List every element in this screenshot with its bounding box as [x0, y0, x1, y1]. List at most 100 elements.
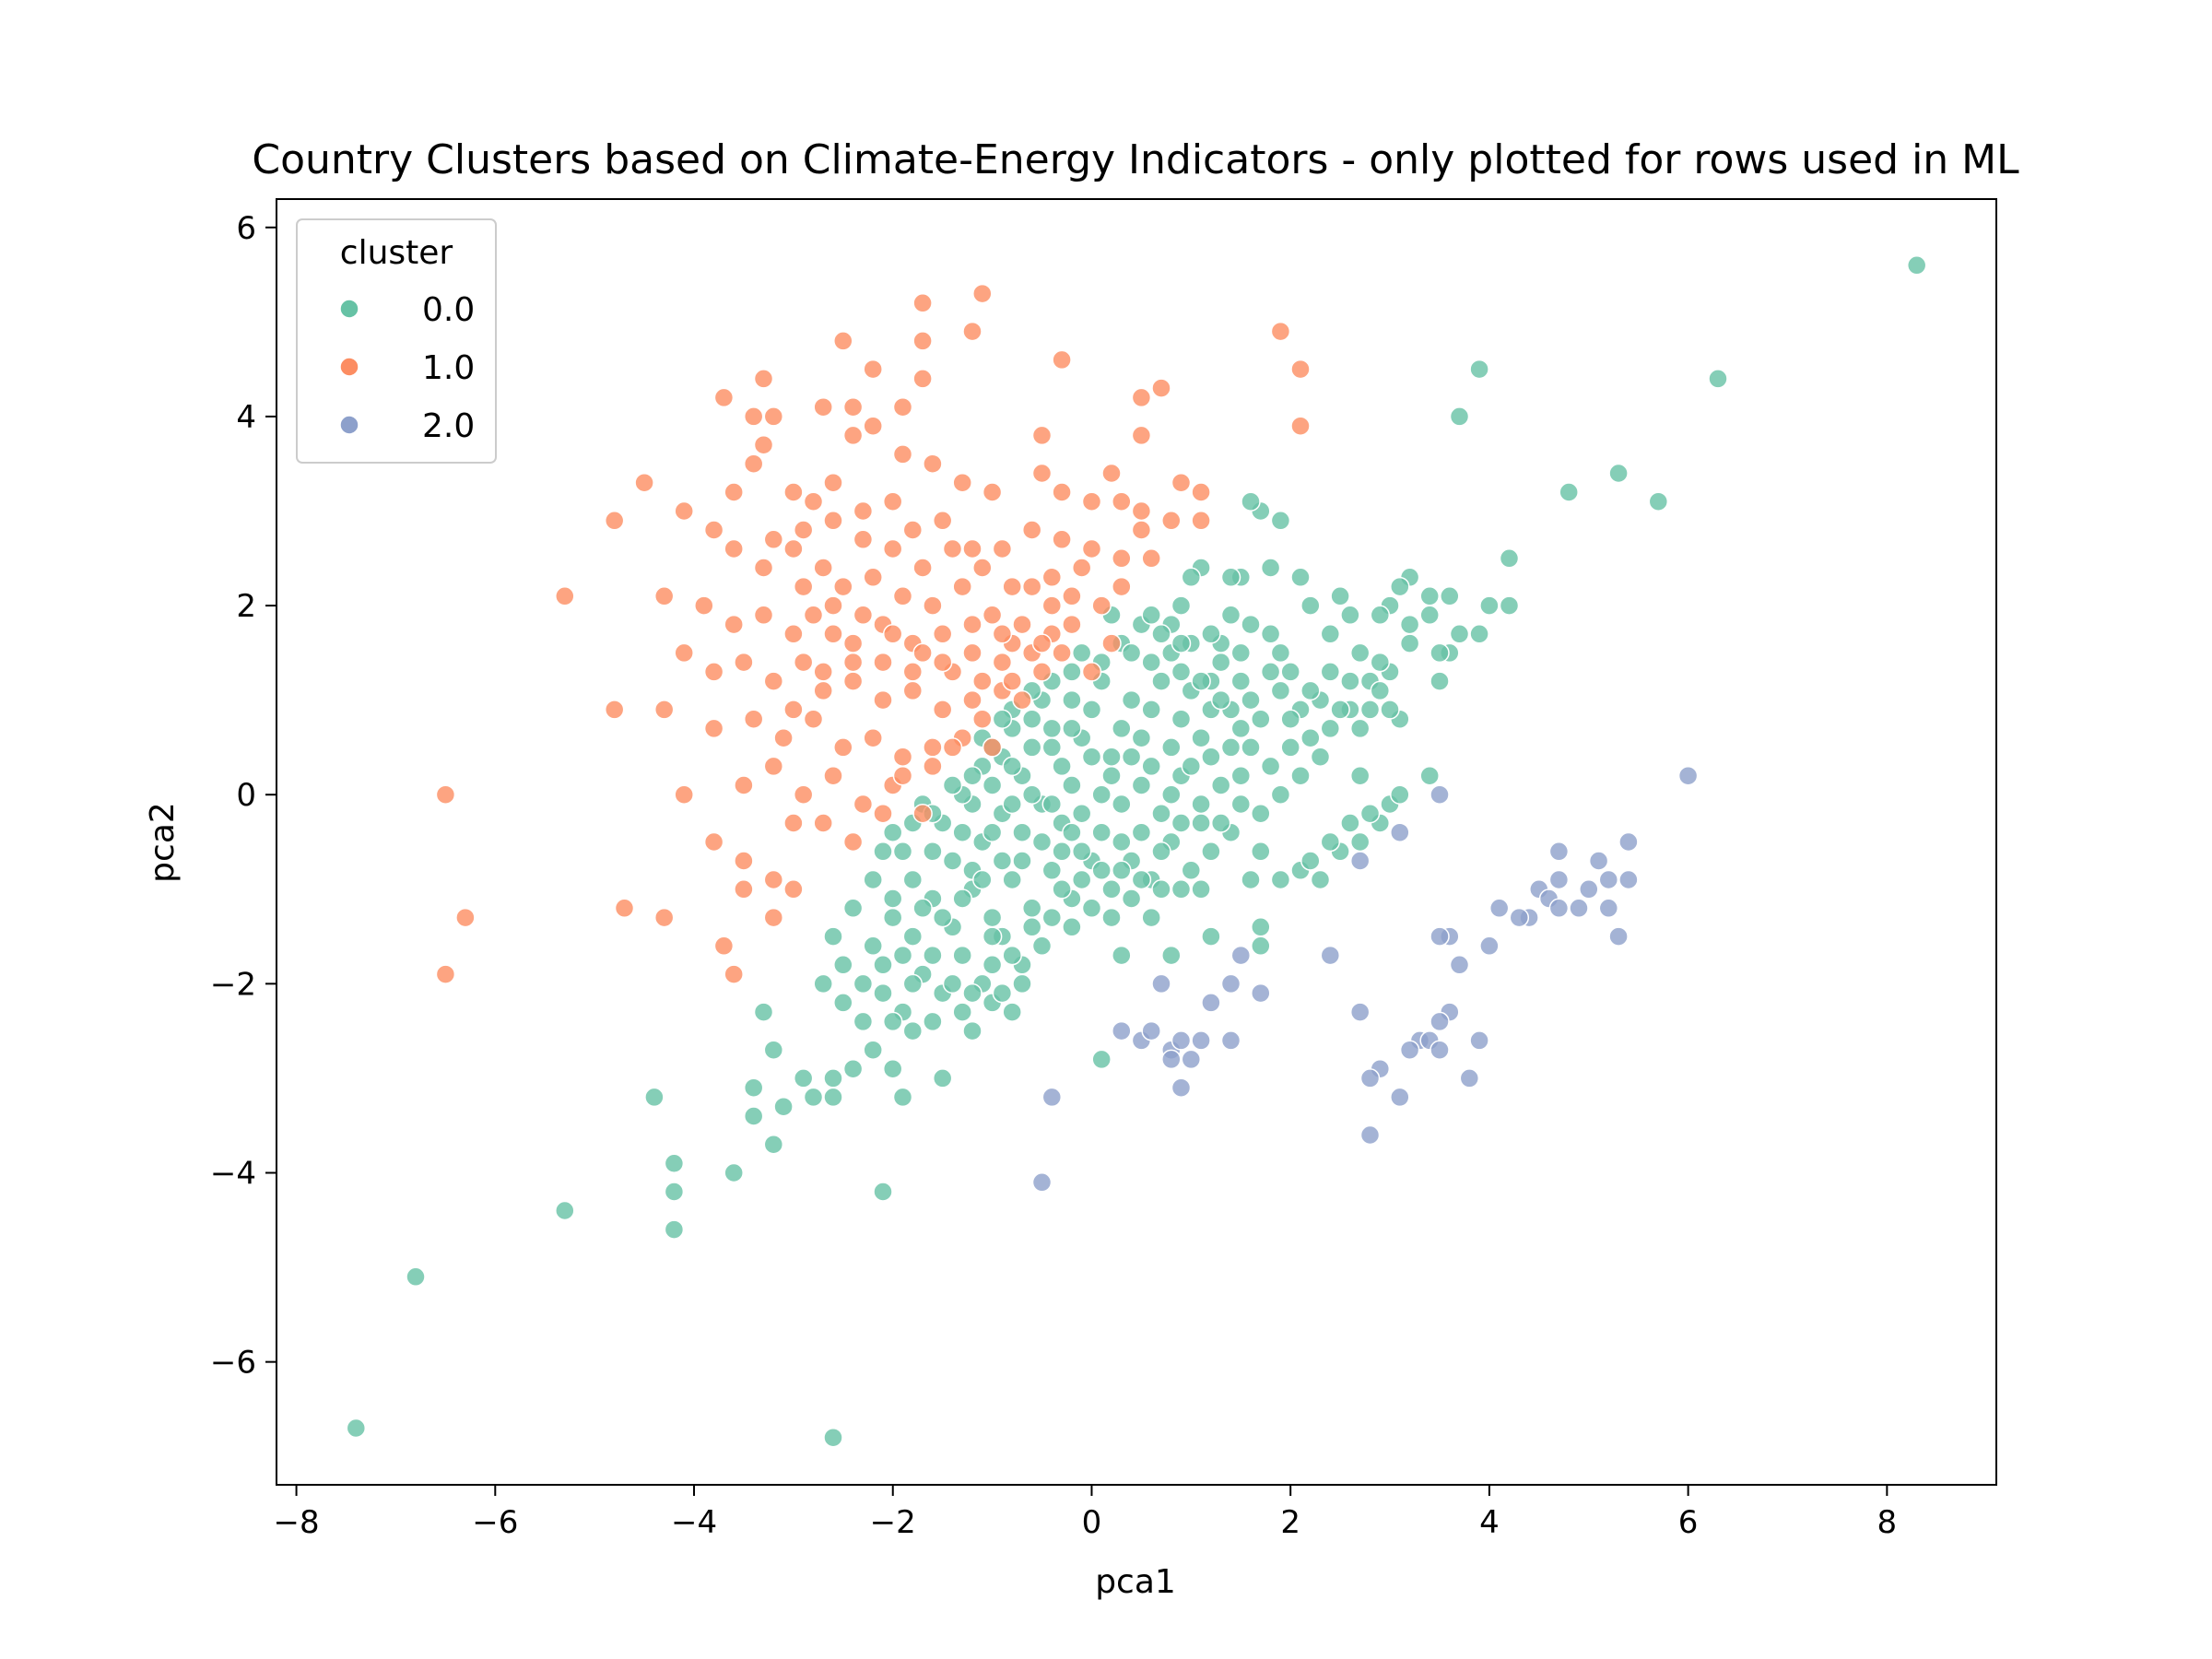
point-cluster0-5 [1469, 359, 1489, 380]
point-cluster0-157 [406, 1266, 426, 1288]
point-cluster0-173 [1270, 869, 1291, 890]
point-cluster1-103 [604, 700, 625, 720]
point-cluster0-33 [1220, 605, 1241, 626]
point-cluster0-228 [902, 869, 924, 890]
point-cluster1-33 [1112, 491, 1132, 512]
point-cluster0-99 [863, 869, 883, 890]
point-cluster0-250 [1071, 869, 1092, 890]
point-cluster0-76 [982, 775, 1003, 795]
point-cluster1-161 [823, 595, 843, 616]
point-cluster0-184 [1419, 765, 1440, 786]
point-cluster0-193 [1241, 614, 1261, 635]
legend-label-2: 2.0 [422, 407, 475, 445]
point-cluster0-84 [1151, 803, 1171, 824]
point-cluster0-218 [1101, 765, 1122, 786]
point-cluster0-170 [1251, 935, 1271, 957]
point-cluster0-300 [882, 822, 903, 842]
point-cluster1-131 [653, 907, 675, 928]
point-cluster2-39 [1349, 1002, 1371, 1022]
point-cluster1-22 [753, 434, 774, 455]
point-cluster1-125 [842, 831, 864, 853]
point-cluster1-102 [1012, 689, 1032, 711]
point-cluster0-11 [1449, 624, 1470, 644]
point-cluster1-104 [653, 700, 675, 720]
point-cluster0-245 [892, 945, 913, 966]
point-cluster1-30 [1052, 482, 1072, 502]
point-cluster0-292 [1171, 633, 1192, 653]
point-cluster2-4 [1548, 841, 1570, 862]
point-cluster0-185 [1359, 803, 1381, 824]
point-cluster1-19 [713, 387, 735, 408]
point-cluster1-27 [952, 472, 972, 493]
x-tick-label: 8 [1877, 1504, 1898, 1541]
point-cluster1-144 [1002, 671, 1022, 691]
point-cluster0-165 [1112, 945, 1132, 966]
point-cluster1-26 [923, 453, 943, 474]
point-cluster0-186 [1349, 765, 1371, 786]
point-cluster1-32 [1101, 463, 1122, 484]
point-cluster1-60 [724, 538, 744, 559]
point-cluster0-297 [1191, 671, 1211, 691]
point-cluster1-86 [962, 642, 982, 664]
point-cluster1-9 [1270, 321, 1291, 342]
point-cluster0-278 [1380, 700, 1400, 720]
point-cluster0-43 [1320, 718, 1341, 739]
point-cluster0-62 [1121, 689, 1142, 711]
point-cluster1-76 [694, 595, 714, 616]
point-cluster1-47 [803, 491, 824, 512]
point-cluster0-299 [1230, 671, 1252, 691]
point-cluster1-21 [763, 406, 784, 427]
point-cluster1-41 [604, 511, 625, 531]
point-cluster1-39 [1131, 520, 1152, 540]
point-cluster2-34 [1161, 1049, 1182, 1070]
point-cluster0-15 [1430, 671, 1450, 691]
points-layer [346, 255, 1927, 1448]
point-cluster0-81 [1210, 775, 1231, 795]
point-cluster0-282 [1270, 784, 1291, 805]
point-cluster1-25 [892, 444, 913, 465]
point-cluster2-30 [1112, 1020, 1132, 1041]
point-cluster1-0 [972, 283, 993, 304]
point-cluster1-55 [1021, 520, 1042, 540]
point-cluster1-54 [992, 538, 1013, 559]
point-cluster0-110 [1021, 898, 1042, 919]
point-cluster0-131 [823, 926, 843, 947]
x-tick-label: 6 [1678, 1504, 1699, 1541]
point-cluster1-44 [724, 482, 744, 502]
x-tick-label: 0 [1082, 1504, 1102, 1541]
point-cluster0-219 [1081, 747, 1102, 767]
point-cluster0-240 [992, 851, 1013, 871]
point-cluster0-215 [1161, 784, 1182, 805]
point-cluster0-189 [1340, 671, 1360, 691]
point-cluster0-223 [1002, 794, 1022, 815]
legend-label-0: 0.0 [422, 291, 475, 329]
point-cluster1-52 [932, 511, 953, 531]
point-cluster0-85 [1131, 775, 1152, 795]
point-cluster0-251 [1091, 860, 1112, 881]
point-cluster0-120 [1031, 935, 1053, 957]
point-cluster0-150 [753, 1002, 774, 1022]
point-cluster0-217 [1121, 747, 1142, 767]
point-cluster0-27 [1300, 595, 1321, 616]
point-cluster1-154 [912, 558, 933, 578]
point-cluster2-38 [1220, 1030, 1241, 1051]
point-cluster2-28 [1201, 993, 1221, 1013]
point-cluster0-211 [1241, 737, 1261, 758]
point-cluster1-15 [1031, 425, 1053, 446]
point-cluster0-191 [1270, 642, 1291, 664]
x-tick-label: −8 [274, 1504, 320, 1541]
point-cluster1-70 [1012, 614, 1032, 635]
point-cluster0-277 [1370, 680, 1391, 701]
point-cluster1-42 [674, 500, 694, 522]
point-cluster0-58 [1161, 737, 1182, 758]
point-cluster2-3 [1618, 831, 1639, 853]
point-cluster2-25 [1230, 945, 1252, 966]
point-cluster0-143 [803, 1087, 824, 1108]
point-cluster1-36 [1191, 482, 1211, 502]
point-cluster0-55 [1191, 727, 1211, 748]
point-cluster1-147 [1081, 662, 1102, 682]
y-tick-label: −6 [210, 1345, 256, 1382]
point-cluster2-27 [1220, 973, 1241, 994]
point-cluster0-24 [1340, 605, 1360, 626]
point-cluster0-38 [1171, 595, 1192, 616]
